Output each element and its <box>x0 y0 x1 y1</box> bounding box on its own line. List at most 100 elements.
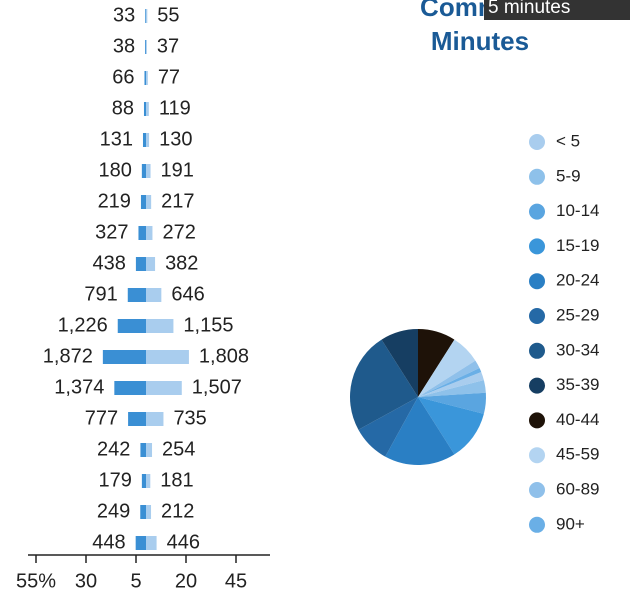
bar-label: 33 <box>113 4 135 26</box>
bar <box>146 536 157 550</box>
tooltip: 5 minutes <box>484 0 630 20</box>
legend-label: 90+ <box>556 514 585 533</box>
legend-swatch <box>529 134 545 150</box>
bar-label: 272 <box>162 221 195 243</box>
legend-swatch <box>529 412 545 429</box>
legend-label: 25-29 <box>556 305 599 324</box>
bar <box>127 288 146 302</box>
bar <box>146 381 182 395</box>
legend-swatch <box>529 377 545 394</box>
pie-slice <box>358 397 418 457</box>
pie-slice <box>385 397 455 466</box>
bar-label: 88 <box>112 97 134 119</box>
bar-label: 77 <box>158 66 180 88</box>
legend-swatch <box>529 273 545 290</box>
bar-label: 181 <box>160 469 193 491</box>
bar-label: 446 <box>167 531 200 553</box>
bar-label: 217 <box>161 190 194 212</box>
bar-label: 1,872 <box>43 345 93 367</box>
bar <box>146 40 147 54</box>
bar-label: 646 <box>171 283 204 305</box>
bar-label: 448 <box>92 531 125 553</box>
bar <box>146 505 152 519</box>
legend-label: 40-44 <box>556 410 599 429</box>
legend-label: 10-14 <box>556 201 599 220</box>
bar-label: 212 <box>161 500 194 522</box>
legend-swatch <box>529 447 545 464</box>
pie-slice <box>381 329 418 397</box>
bar-label: 219 <box>98 190 131 212</box>
legend-swatch <box>529 168 545 185</box>
bar-label: 438 <box>93 252 126 274</box>
bar <box>140 195 146 209</box>
bar <box>146 412 164 426</box>
x-tick-label: 55% <box>16 570 56 592</box>
legend-label: 20-24 <box>556 271 599 290</box>
legend-label: < 5 <box>556 131 580 150</box>
legend-swatch <box>529 203 545 220</box>
bar <box>144 71 146 85</box>
legend-swatch <box>529 516 545 533</box>
bar-label: 37 <box>157 35 179 57</box>
bar <box>145 9 146 23</box>
bar-label: 130 <box>159 128 192 150</box>
legend-label: 45-59 <box>556 445 599 464</box>
bar <box>114 381 146 395</box>
bar-label: 242 <box>97 438 130 460</box>
bar <box>146 474 151 488</box>
bar-label: 1,155 <box>183 314 233 336</box>
bar-label: 1,226 <box>58 314 108 336</box>
bar-label: 1,808 <box>199 345 249 367</box>
bar <box>146 350 189 364</box>
pie-slice <box>418 329 455 397</box>
bar <box>146 164 151 178</box>
bar <box>117 319 146 333</box>
bar-label: 191 <box>161 159 194 181</box>
bar-label: 131 <box>100 128 133 150</box>
bar <box>141 164 146 178</box>
bar-label: 119 <box>159 97 191 119</box>
pie-slice <box>418 368 482 397</box>
x-tick-label: 30 <box>75 570 97 592</box>
bar <box>146 133 150 147</box>
bar <box>142 133 146 147</box>
pie-slice <box>418 339 476 397</box>
x-tick-label: 20 <box>175 570 197 592</box>
bar-label: 38 <box>113 35 135 57</box>
bar-label: 66 <box>112 66 134 88</box>
bar-label: 327 <box>95 221 128 243</box>
pie-slice <box>418 392 486 414</box>
pie-slice <box>418 371 484 397</box>
bar <box>128 412 146 426</box>
bar <box>146 443 153 457</box>
bar <box>146 319 174 333</box>
x-tick-label: 5 <box>130 570 141 592</box>
legend-label: 60-89 <box>556 479 599 498</box>
legend-swatch <box>529 342 545 359</box>
pie-slice <box>418 397 484 455</box>
pie-slice <box>418 360 480 397</box>
x-tick-label: 45 <box>225 570 247 592</box>
bar <box>140 443 146 457</box>
bar-label: 179 <box>98 469 131 491</box>
bar <box>146 288 162 302</box>
bar <box>135 536 146 550</box>
legend-swatch <box>529 308 545 324</box>
bar <box>146 102 149 116</box>
pie-slice <box>350 339 418 430</box>
bar-label: 249 <box>97 500 130 522</box>
legend-label: 30-34 <box>556 340 599 359</box>
bar <box>102 350 146 364</box>
pie-slice <box>418 380 486 397</box>
bar-label: 735 <box>173 407 206 429</box>
legend-label: 35-39 <box>556 375 599 394</box>
bar <box>143 102 146 116</box>
bar <box>146 195 152 209</box>
bar <box>146 257 156 271</box>
bar-label: 777 <box>85 407 118 429</box>
bar-label: 1,507 <box>192 376 242 398</box>
bar <box>141 474 146 488</box>
bar-label: 1,374 <box>54 376 104 398</box>
